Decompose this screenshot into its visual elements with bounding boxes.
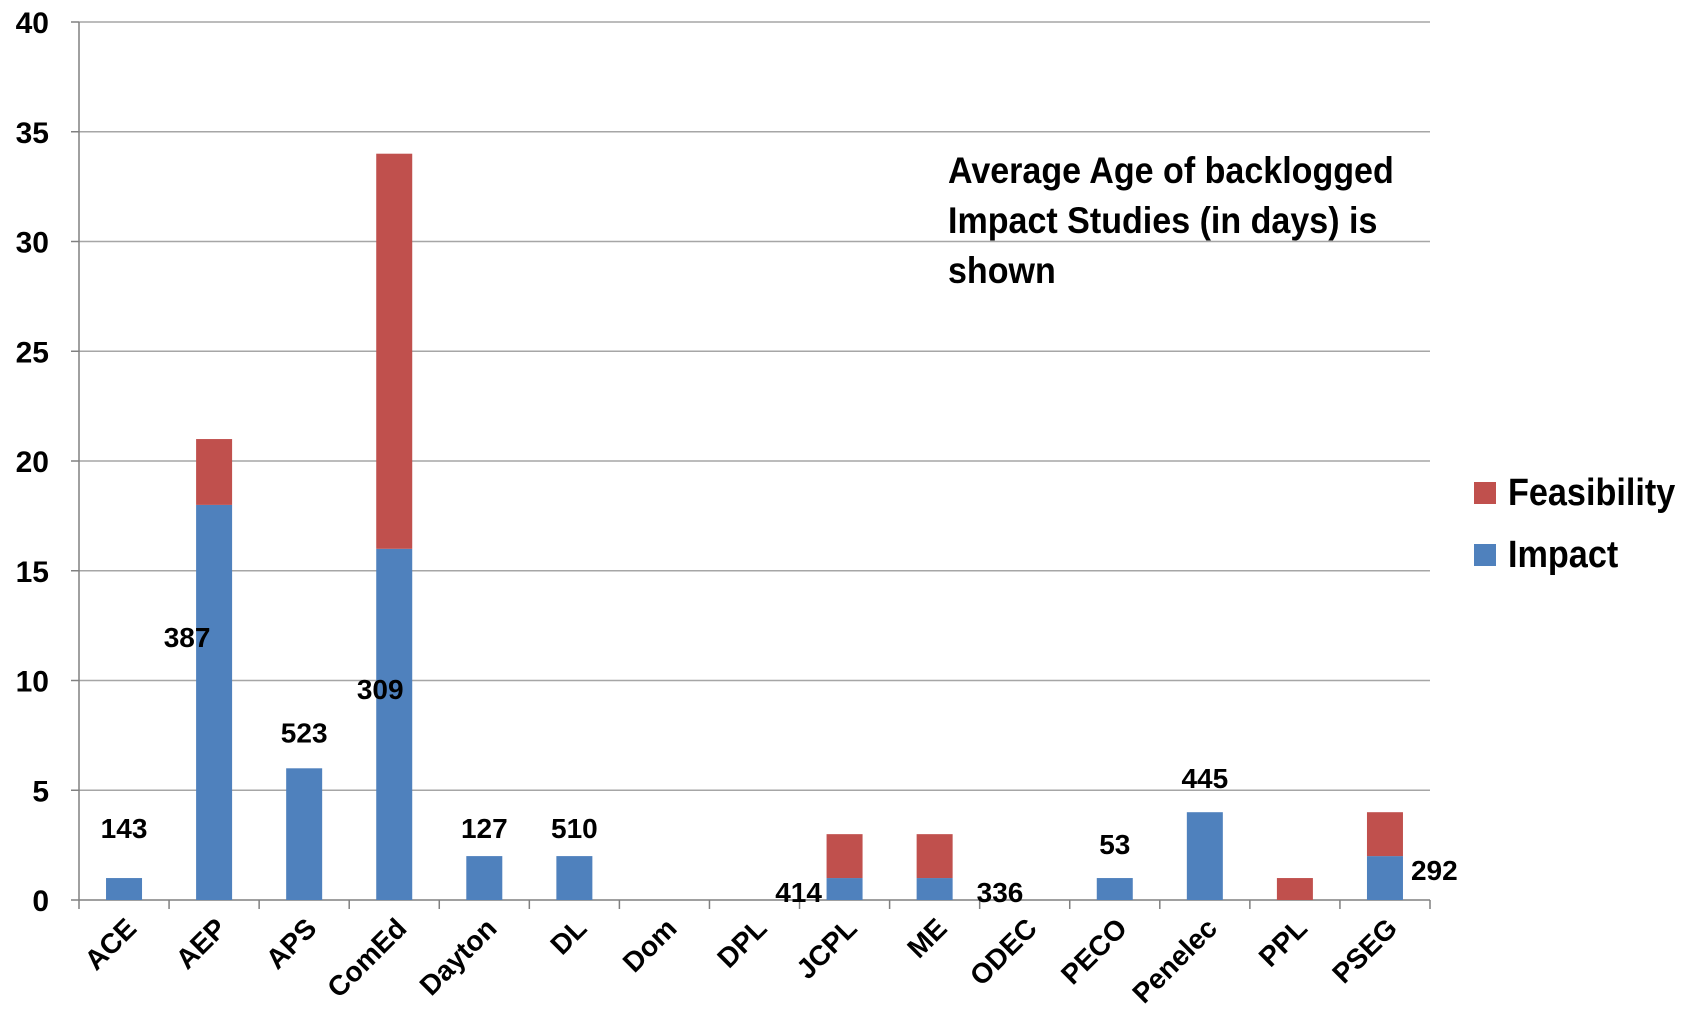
legend-swatch-feasibility (1474, 482, 1496, 504)
bar-impact-comed (376, 548, 413, 900)
data-label: 336 (977, 877, 1024, 908)
x-tick-label: ComEd (321, 912, 412, 1003)
bar-feasibility-ppl (1276, 878, 1313, 900)
x-tick-label: DL (544, 912, 592, 960)
x-tick-label: PPL (1253, 912, 1313, 972)
legend-item-impact: Impact (1474, 524, 1691, 586)
data-label: 309 (357, 674, 404, 705)
x-tick-label: Dayton (414, 912, 503, 1001)
y-tick-label: 30 (16, 227, 49, 260)
bar-impact-dayton (466, 856, 503, 900)
x-tick-label: PSEG (1326, 912, 1403, 989)
data-label: 414 (775, 877, 822, 908)
x-tick-label: JCPL (790, 912, 863, 985)
chart-legend: Feasibility Impact (1474, 462, 1691, 586)
bar-impact-peco (1096, 878, 1133, 900)
data-label: 292 (1411, 855, 1458, 886)
data-label: 53 (1099, 829, 1130, 860)
y-tick-label: 40 (16, 7, 49, 40)
y-tick-label: 0 (32, 885, 49, 918)
bar-impact-jcpl (826, 878, 863, 900)
data-label: 510 (551, 813, 598, 844)
data-label: 143 (101, 813, 148, 844)
bar-impact-aps (286, 768, 323, 900)
bar-impact-dl (556, 856, 593, 900)
x-tick-label: Penelec (1126, 912, 1223, 1009)
bar-impact-pseg (1366, 856, 1403, 900)
legend-swatch-impact (1474, 544, 1496, 566)
x-tick-label: ME (901, 912, 953, 964)
y-tick-label: 5 (32, 775, 49, 808)
data-label: 523 (281, 717, 328, 748)
data-label: 445 (1181, 763, 1228, 794)
x-tick-label: PECO (1055, 912, 1133, 990)
bar-feasibility-pseg (1366, 812, 1403, 857)
bar-feasibility-comed (376, 153, 413, 549)
y-tick-label: 35 (16, 117, 49, 150)
bar-impact-me (916, 878, 953, 900)
bar-feasibility-me (916, 834, 953, 879)
x-tick-label: DPL (711, 912, 773, 974)
y-tick-label: 25 (16, 336, 49, 369)
x-tick-label: AEP (170, 912, 233, 975)
x-tick-label: ACE (79, 912, 143, 976)
bar-impact-penelec (1186, 812, 1223, 900)
bar-feasibility-aep (196, 439, 233, 505)
y-tick-label: 15 (16, 556, 49, 589)
chart-annotation: Average Age of backlogged Impact Studies… (948, 150, 1394, 291)
bar-impact-ace (106, 878, 143, 900)
data-label: 127 (461, 813, 508, 844)
legend-label-impact: Impact (1508, 533, 1619, 576)
data-label: 387 (164, 622, 211, 653)
bar-feasibility-jcpl (826, 834, 863, 879)
y-tick-label: 10 (16, 666, 49, 699)
legend-item-feasibility: Feasibility (1474, 462, 1691, 524)
x-tick-label: ODEC (964, 912, 1043, 991)
x-tick-label: Dom (617, 912, 683, 978)
x-tick-label: APS (260, 912, 323, 975)
legend-label-feasibility: Feasibility (1508, 471, 1676, 514)
bar-impact-aep (196, 504, 233, 900)
y-tick-label: 20 (16, 446, 49, 479)
